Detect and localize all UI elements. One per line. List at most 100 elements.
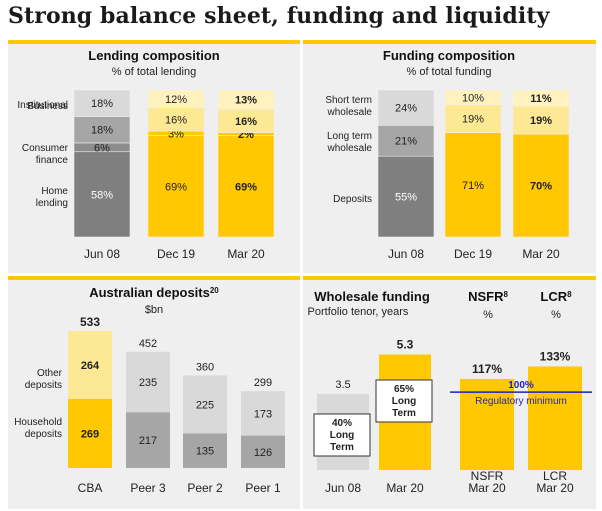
x-tick-label: Mar 20	[386, 481, 424, 495]
bar-segment	[377, 124, 435, 157]
x-tick-label: NSFR	[471, 469, 504, 483]
data-label: 55%	[395, 192, 417, 204]
data-label: 21%	[395, 136, 417, 148]
total-label: 533	[80, 315, 100, 329]
series-label: deposits	[25, 429, 62, 440]
bar-segment	[377, 155, 435, 238]
series-label: Short term	[325, 95, 372, 106]
series-label: finance	[36, 155, 69, 166]
x-tick-label: Mar 20	[468, 481, 506, 495]
annotation-box	[375, 379, 433, 423]
total-label: 360	[196, 361, 214, 373]
x-tick-label: CBA	[78, 481, 103, 495]
reference-line-label: 100%	[508, 380, 534, 391]
bar-segment	[217, 89, 275, 110]
page-title: Strong balance sheet, funding and liquid…	[8, 3, 550, 29]
series-label: Consumer	[22, 143, 69, 154]
bar-segment	[241, 391, 285, 436]
x-tick-label: Mar 20	[522, 247, 560, 261]
x-tick-label: Mar 20	[227, 247, 265, 261]
bar-segment	[512, 133, 570, 238]
x-tick-label: Peer 3	[130, 481, 166, 495]
data-label: 19%	[462, 114, 484, 126]
x-tick-label: Mar 20	[536, 481, 574, 495]
series-label: Home	[41, 186, 68, 197]
x-tick-label: Dec 19	[157, 247, 195, 261]
bar-segment	[444, 104, 502, 133]
annotation-text: 65%	[394, 384, 414, 395]
annotation-text: Term	[392, 408, 416, 419]
chart-title: LCR8	[540, 289, 572, 304]
data-label: 71%	[462, 180, 484, 192]
series-label: wholesale	[327, 143, 373, 154]
chart-subtitle: % of total funding	[406, 66, 491, 78]
series-label: Other	[37, 368, 63, 379]
annotation-text: Long	[392, 396, 416, 407]
data-label: 6%	[94, 142, 110, 154]
bar-segment	[377, 89, 435, 126]
data-label: 117%	[472, 362, 502, 376]
total-label: 452	[139, 338, 157, 350]
chart-title: Lending composition	[88, 48, 219, 63]
data-label: 3.5	[335, 379, 350, 391]
bar-segment	[68, 398, 112, 468]
x-tick-label: Peer 1	[245, 481, 281, 495]
data-label: 12%	[165, 94, 187, 106]
series-label: deposits	[25, 380, 62, 391]
data-label: 13%	[235, 95, 257, 107]
total-label: 299	[254, 377, 272, 389]
chart-subtitle: %	[551, 309, 561, 321]
series-label: Deposits	[333, 194, 372, 205]
x-tick-label: Jun 08	[84, 247, 120, 261]
bar-segment	[183, 375, 227, 434]
bar-segment	[126, 412, 170, 468]
chart-title: Wholesale funding	[314, 289, 430, 304]
chart-subtitle: %	[483, 309, 493, 321]
bar-segment	[183, 433, 227, 468]
bar-segment	[68, 330, 112, 399]
bar-segment	[217, 135, 275, 238]
data-label: 58%	[91, 189, 113, 201]
x-tick-label: Dec 19	[454, 247, 492, 261]
chart-title: NSFR8	[468, 289, 508, 304]
annotation-text: 40%	[332, 418, 352, 429]
chart-subtitle: $bn	[145, 304, 163, 316]
data-label: 133%	[540, 349, 571, 363]
data-label: 11%	[530, 93, 552, 105]
series-label: wholesale	[327, 107, 373, 118]
chart-title: Australian deposits20	[89, 285, 219, 300]
x-tick-label: LCR	[543, 469, 567, 483]
chart-subtitle: Portfolio tenor, years	[308, 306, 409, 318]
data-label: 24%	[395, 103, 417, 115]
bar-segment	[73, 89, 131, 117]
bar-segment	[444, 89, 502, 105]
x-tick-label: Jun 08	[388, 247, 424, 261]
series-label: Long term	[327, 131, 372, 142]
x-tick-label: Jun 08	[325, 481, 361, 495]
data-label: 70%	[530, 181, 552, 193]
annotation-text: Term	[330, 442, 354, 453]
data-label: 235	[139, 377, 157, 389]
data-label: 16%	[165, 114, 187, 126]
annotation-text: Long	[330, 430, 354, 441]
chart-title: Funding composition	[383, 48, 515, 63]
bar-segment	[126, 351, 170, 413]
data-label: 135	[196, 446, 214, 458]
annotation-box	[313, 413, 371, 457]
data-label: 19%	[530, 115, 552, 127]
x-tick-label: Peer 2	[187, 481, 223, 495]
series-label: Institutional	[17, 100, 68, 111]
data-label: 217	[139, 435, 157, 447]
bar-segment	[147, 135, 205, 238]
data-label: 69%	[235, 181, 257, 193]
series-label: lending	[36, 198, 68, 209]
bar-segment	[512, 89, 570, 107]
data-label: 69%	[165, 181, 187, 193]
data-label: 18%	[91, 98, 113, 110]
chart-subtitle: % of total lending	[112, 66, 196, 78]
data-label: 269	[81, 428, 99, 440]
data-label: 16%	[235, 116, 257, 128]
data-label: 5.3	[397, 338, 414, 352]
bar	[528, 366, 582, 470]
